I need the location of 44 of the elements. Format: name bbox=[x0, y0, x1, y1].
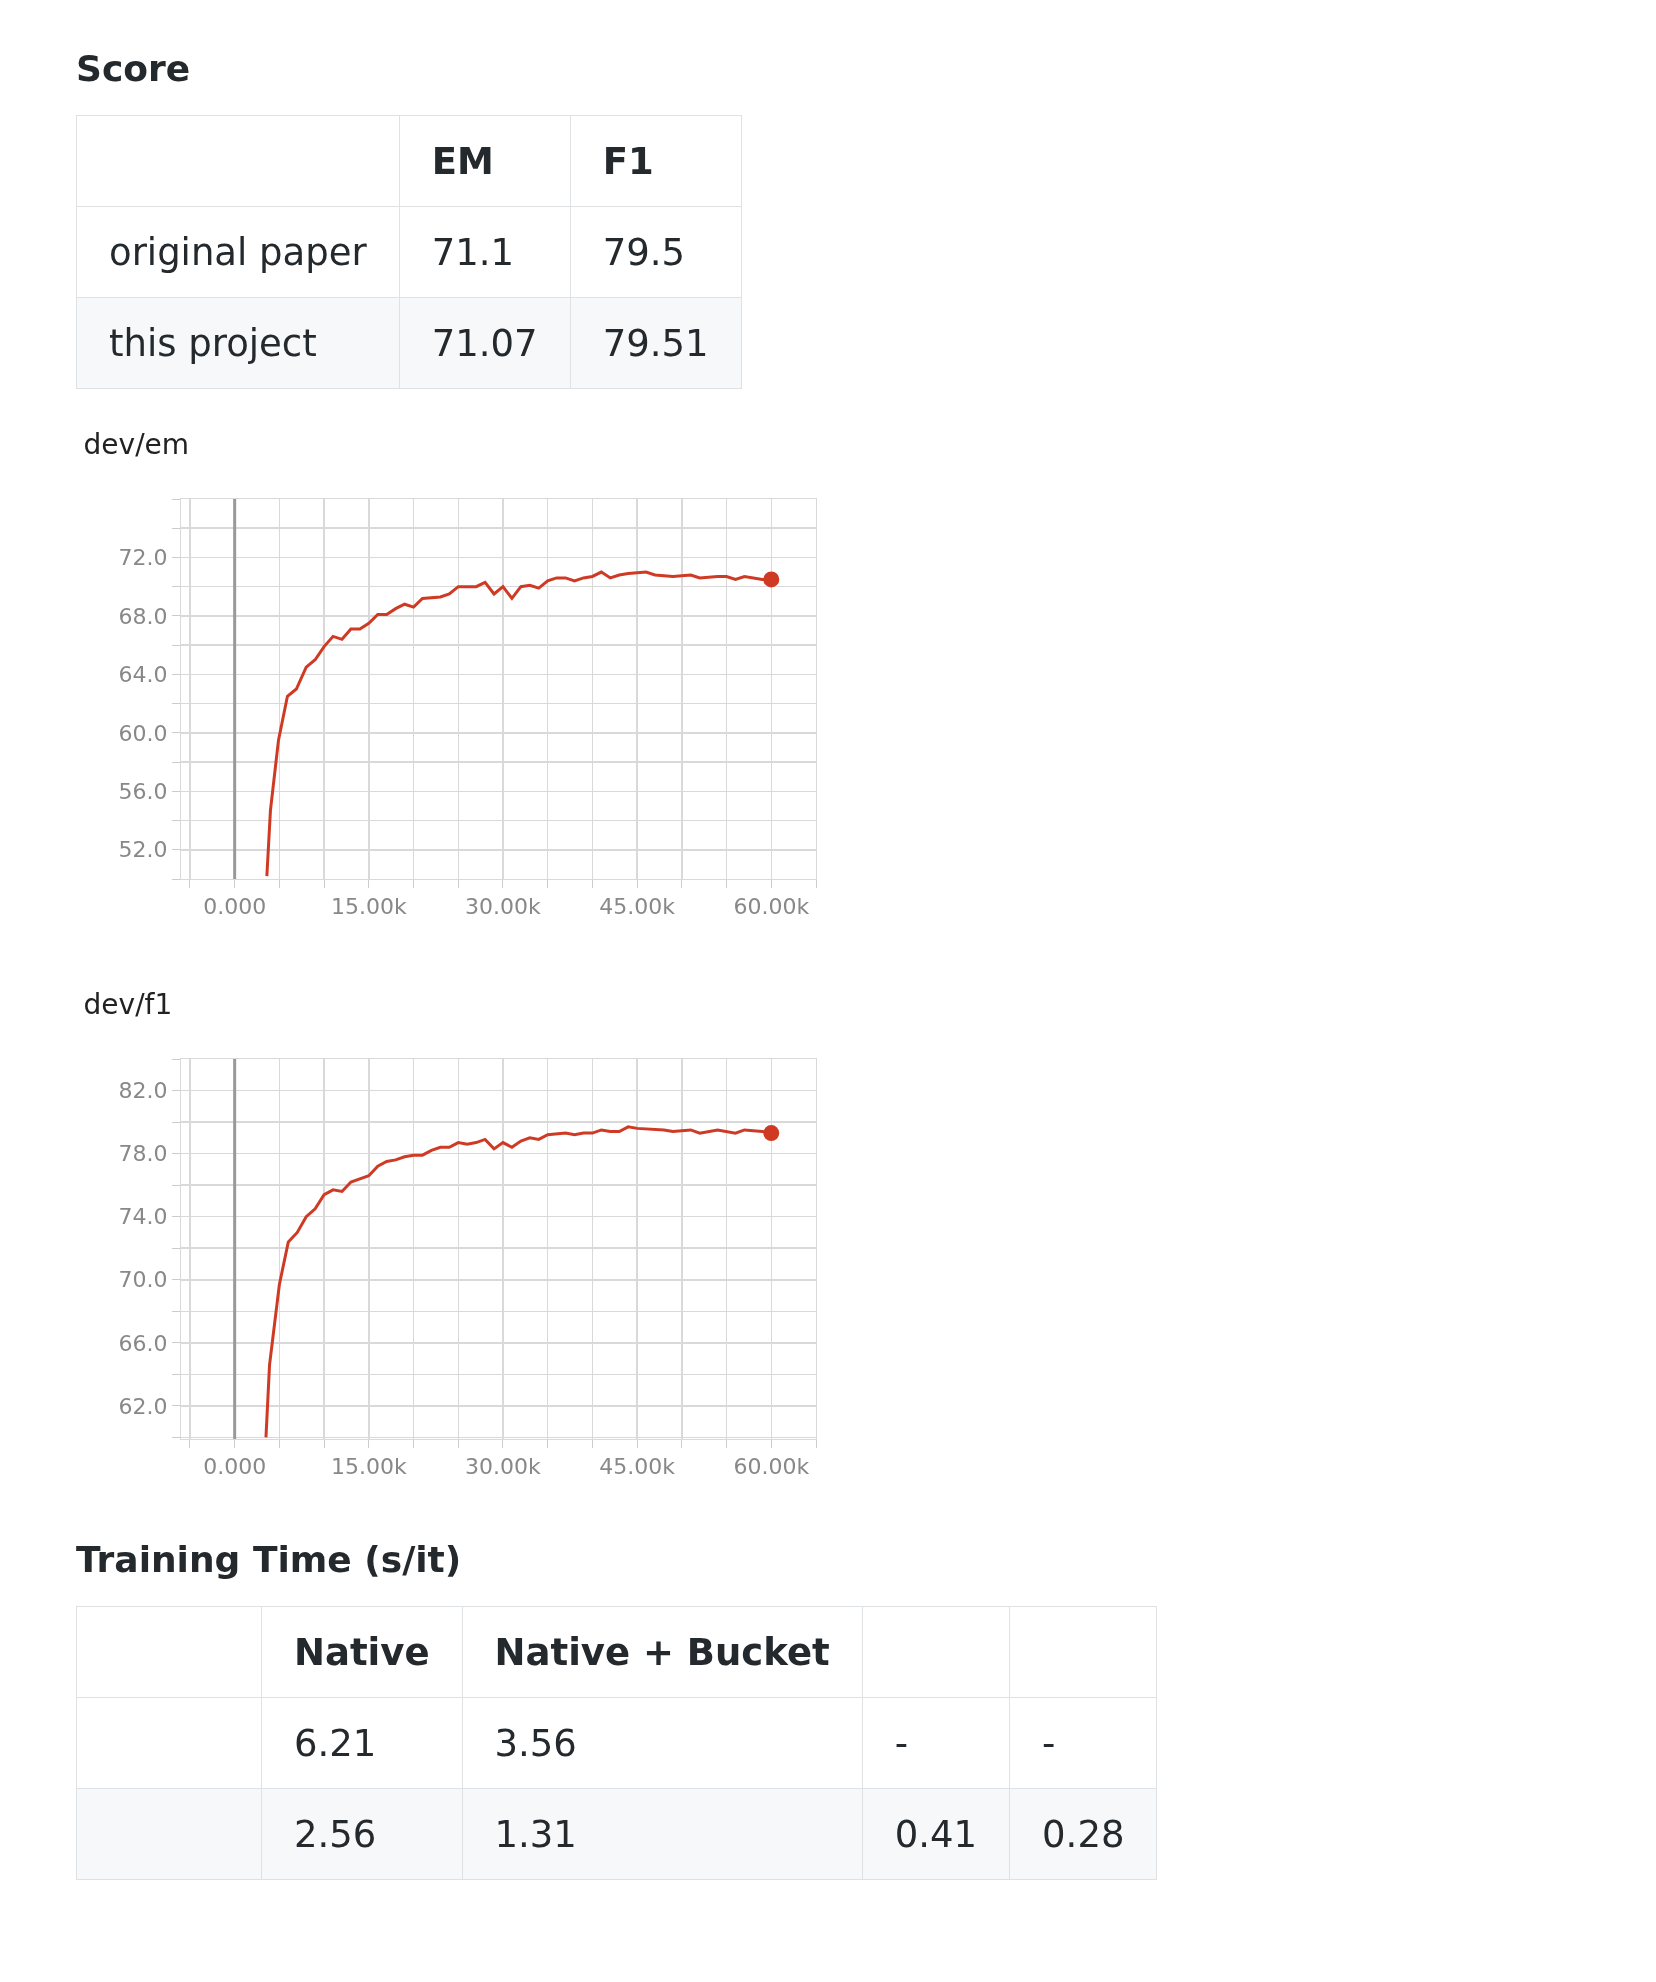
text: - bbox=[894, 1721, 909, 1765]
x-tick-label: 45.00k bbox=[599, 894, 676, 920]
x-tick-label: 45.00k bbox=[599, 1454, 676, 1480]
y-tick-label: 52.0 bbox=[118, 837, 168, 863]
chart-title: dev/em bbox=[83, 428, 190, 462]
category-label: Native + Bucket bbox=[462, 1606, 863, 1698]
chart-title: dev/f1 bbox=[83, 988, 173, 1022]
x-tick-label: 60.00k bbox=[733, 894, 810, 920]
text: 6.21 bbox=[294, 1721, 377, 1765]
text: 0.41 bbox=[894, 1812, 978, 1856]
x-tick-label: 15.00k bbox=[330, 1454, 407, 1480]
y-tick-label: 64.0 bbox=[118, 662, 168, 688]
x-tick-label: 0.000 bbox=[203, 894, 267, 920]
x-tick-label: 30.00k bbox=[465, 894, 542, 920]
text: Training Time (s/it) bbox=[76, 1539, 463, 1580]
category-label: F1 bbox=[570, 115, 742, 207]
text: 2.56 bbox=[294, 1812, 377, 1856]
text: - bbox=[1042, 1721, 1056, 1765]
text: 71.1 bbox=[431, 230, 515, 274]
category-label: EM bbox=[399, 115, 571, 207]
y-tick-label: 62.0 bbox=[118, 1393, 168, 1419]
y-tick-label: 70.0 bbox=[118, 1267, 168, 1293]
x-tick-label: 60.00k bbox=[733, 1454, 810, 1480]
text: 71.07 bbox=[431, 321, 538, 365]
category-label: original paper bbox=[109, 230, 367, 274]
text: 79.51 bbox=[602, 321, 709, 365]
text: 0.28 bbox=[1042, 1812, 1125, 1856]
y-tick-label: 74.0 bbox=[118, 1204, 168, 1230]
y-tick-label: 82.0 bbox=[118, 1078, 168, 1104]
y-tick-label: 60.0 bbox=[118, 720, 168, 746]
text: Score bbox=[76, 48, 192, 89]
x-tick-label: 15.00k bbox=[330, 894, 407, 920]
y-tick-label: 56.0 bbox=[118, 779, 168, 805]
x-tick-label: 30.00k bbox=[465, 1454, 542, 1480]
text: 1.31 bbox=[494, 1812, 577, 1856]
y-tick-label: 78.0 bbox=[118, 1141, 168, 1167]
y-tick-label: 72.0 bbox=[118, 545, 168, 571]
category-label: Native bbox=[261, 1606, 463, 1698]
text: 3.56 bbox=[494, 1721, 577, 1765]
text: 79.5 bbox=[602, 230, 686, 274]
x-tick-label: 0.000 bbox=[203, 1454, 267, 1480]
y-tick-label: 66.0 bbox=[118, 1330, 168, 1356]
y-tick-label: 68.0 bbox=[118, 603, 168, 629]
category-label: this project bbox=[109, 321, 317, 365]
